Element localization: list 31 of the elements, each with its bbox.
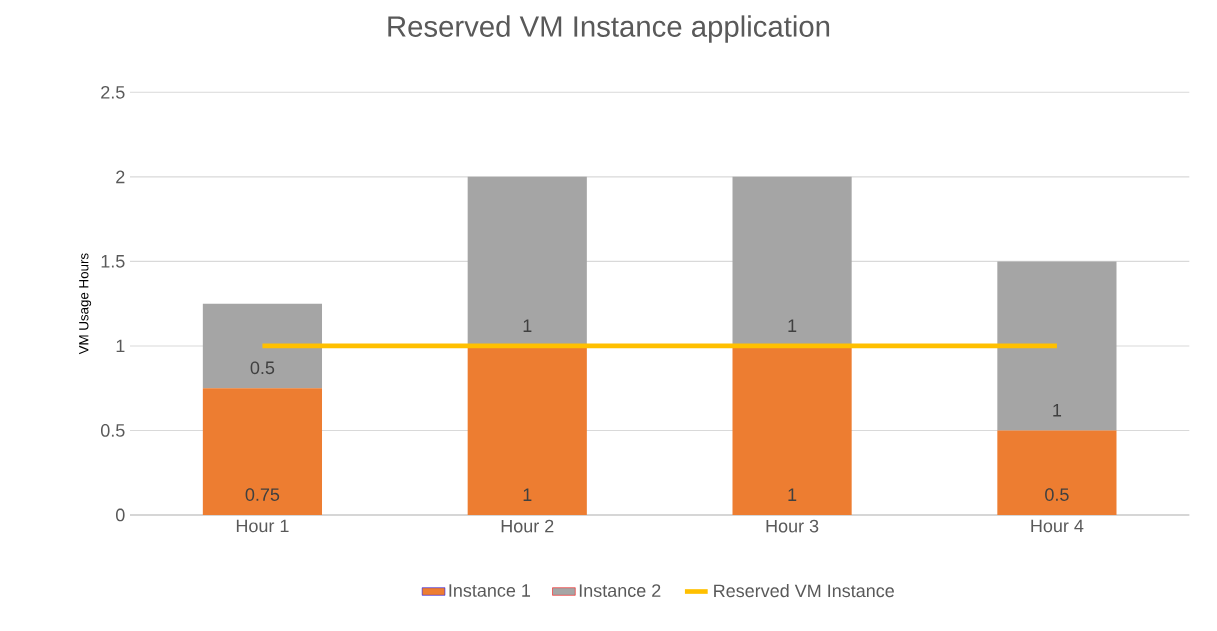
x-tick-label: Hour 4: [1031, 519, 1084, 533]
data-label: 1: [788, 488, 797, 501]
data-label: 0.75: [245, 488, 280, 501]
bar: [997, 430, 1117, 515]
y-tick-label: 1.5: [101, 255, 125, 268]
legend-label: Reserved VM Instance: [714, 583, 894, 598]
bar: [467, 345, 587, 515]
data-label: 0.5: [1045, 488, 1069, 501]
bar: [202, 303, 323, 389]
y-tick-label: 2.5: [101, 85, 125, 99]
data-label: 1: [1053, 404, 1062, 417]
chart-title: Reserved VM Instance application: [388, 15, 830, 43]
data-label: 0.5: [250, 361, 275, 375]
bar: [997, 261, 1117, 431]
data-label: 1: [523, 319, 532, 332]
y-tick-label: 0.5: [100, 424, 125, 437]
y-tick-label: 0: [116, 508, 125, 522]
x-tick-label: Hour 3: [766, 519, 819, 533]
x-tick-label: Hour 2: [501, 519, 554, 533]
y-axis-title: VM Usage Hours: [79, 253, 92, 355]
legend-label: Instance 1: [449, 584, 531, 597]
bar: [202, 388, 323, 515]
x-tick-label: Hour 1: [236, 519, 289, 533]
y-tick-label: 2: [116, 170, 125, 184]
bar: [732, 345, 852, 515]
legend-label: Instance 2: [579, 584, 661, 597]
data-label: 1: [523, 488, 532, 501]
bar: [732, 176, 852, 346]
y-tick-label: 1: [116, 339, 125, 353]
data-label: 1: [788, 319, 797, 332]
bar: [467, 176, 587, 346]
